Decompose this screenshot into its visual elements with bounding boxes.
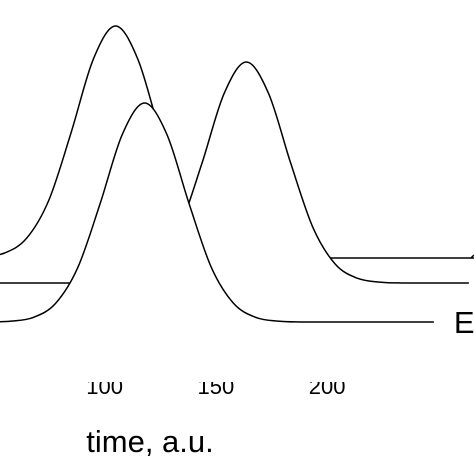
x-axis-title: time, a.u. <box>86 424 214 459</box>
occluder <box>0 62 469 343</box>
series-label: E(ω <box>454 305 474 340</box>
occluder <box>0 103 434 382</box>
series-line <box>0 61 469 284</box>
series-line <box>0 102 434 323</box>
